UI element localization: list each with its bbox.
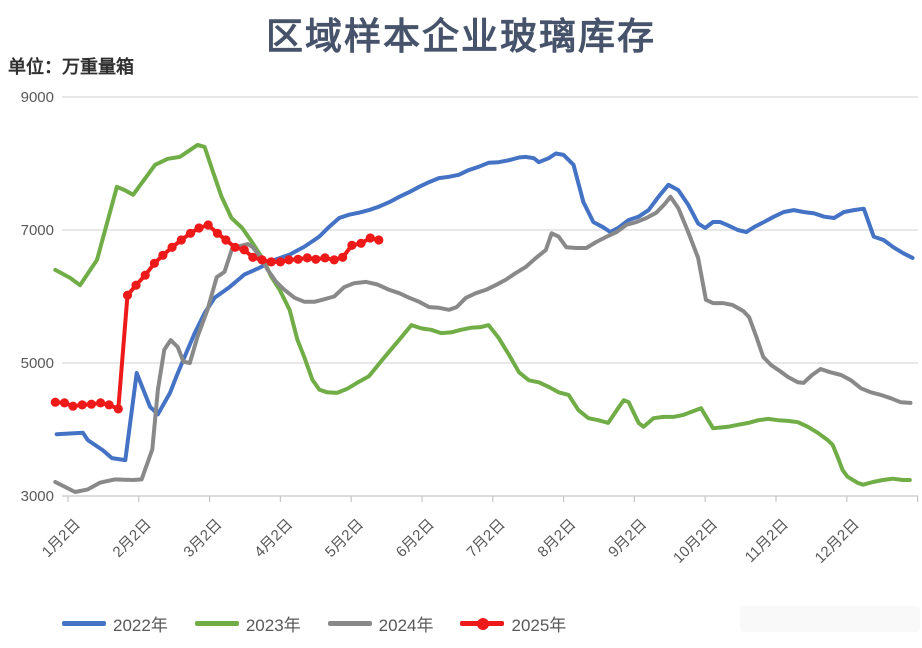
x-tick-label: 7月2日 bbox=[464, 516, 509, 561]
series-marker-2025年 bbox=[149, 258, 159, 268]
y-tick-label: 5000 bbox=[21, 355, 54, 372]
legend: 2022年 2023年 2024年 2025年 bbox=[62, 611, 566, 636]
series-marker-2025年 bbox=[248, 252, 258, 262]
x-tick-label: 2月2日 bbox=[110, 516, 155, 561]
series-marker-2025年 bbox=[230, 242, 240, 252]
series-marker-2025年 bbox=[365, 233, 375, 243]
x-tick-label: 12月2日 bbox=[812, 516, 863, 567]
series-marker-2025年 bbox=[167, 242, 177, 252]
series-marker-2025年 bbox=[113, 404, 123, 414]
legend-item-2022年: 2022年 bbox=[62, 611, 168, 636]
series-marker-2025年 bbox=[356, 238, 366, 248]
series-marker-2025年 bbox=[293, 254, 303, 264]
series-marker-2025年 bbox=[203, 220, 213, 230]
legend-item-2024年: 2024年 bbox=[327, 611, 434, 636]
axis-unit-label: 单位：万重量箱 bbox=[8, 57, 134, 77]
legend-item-2025年: 2025年 bbox=[460, 611, 566, 636]
x-tick-label: 9月2日 bbox=[605, 516, 650, 561]
series-marker-2025年 bbox=[338, 252, 348, 262]
series-marker-2025年 bbox=[302, 253, 312, 263]
series-marker-2025年 bbox=[176, 235, 186, 245]
x-tick-label: 5月2日 bbox=[322, 516, 367, 561]
series-marker-2025年 bbox=[212, 228, 222, 238]
series-line-2025年 bbox=[53, 223, 381, 411]
series-marker-2025年 bbox=[275, 257, 285, 267]
x-tick-label: 4月2日 bbox=[251, 516, 296, 561]
watermark bbox=[740, 606, 920, 632]
series-marker-2025年 bbox=[158, 250, 168, 260]
series-marker-2025年 bbox=[185, 228, 196, 238]
legend-swatch bbox=[327, 621, 372, 626]
x-tick-label: 8月2日 bbox=[534, 516, 579, 561]
series-marker-2025年 bbox=[266, 257, 276, 267]
series-marker-2025年 bbox=[221, 235, 231, 245]
legend-swatch bbox=[194, 621, 239, 626]
x-tick-label: 11月2日 bbox=[742, 516, 792, 566]
series-marker-2025年 bbox=[239, 245, 249, 255]
series-marker-2025年 bbox=[140, 270, 150, 280]
y-tick-label: 3000 bbox=[21, 488, 54, 505]
x-tick-label: 1月2日 bbox=[39, 516, 84, 561]
series-line-2023年 bbox=[53, 142, 912, 487]
series-marker-2025年 bbox=[50, 397, 60, 407]
series-marker-2025年 bbox=[104, 400, 114, 410]
legend-label: 2025年 bbox=[511, 616, 567, 635]
y-tick-label: 7000 bbox=[21, 222, 54, 239]
series-line-2022年 bbox=[54, 151, 915, 463]
series-marker-2025年 bbox=[131, 280, 141, 290]
series-marker-2025年 bbox=[68, 401, 78, 411]
legend-marker-dot bbox=[477, 617, 490, 630]
series-marker-2025年 bbox=[311, 254, 321, 264]
series-marker-2025年 bbox=[77, 400, 87, 410]
legend-item-2023年: 2023年 bbox=[194, 611, 301, 636]
chart-title: 区域样本企业玻璃库存 bbox=[266, 16, 656, 57]
series-marker-2025年 bbox=[257, 255, 267, 265]
legend-label: 2022年 bbox=[113, 616, 168, 635]
legend-swatch bbox=[62, 621, 106, 626]
series-marker-2025年 bbox=[194, 223, 204, 233]
x-tick-label: 10月2日 bbox=[670, 516, 721, 567]
series-marker-2025年 bbox=[347, 240, 357, 250]
series-line-2024年 bbox=[53, 194, 913, 494]
series-marker-2025年 bbox=[284, 255, 294, 265]
series-marker-2025年 bbox=[329, 255, 339, 265]
series-marker-2025年 bbox=[59, 398, 70, 408]
y-tick-label: 9000 bbox=[21, 89, 54, 106]
legend-label: 2024年 bbox=[378, 616, 434, 635]
legend-swatch bbox=[460, 617, 505, 630]
x-tick-label: 3月2日 bbox=[180, 516, 225, 561]
series-marker-2025年 bbox=[374, 235, 384, 245]
series-marker-2025年 bbox=[96, 398, 106, 408]
x-tick-label: 6月2日 bbox=[393, 516, 438, 561]
legend-label: 2023年 bbox=[245, 616, 301, 635]
series-marker-2025年 bbox=[320, 253, 330, 263]
series-marker-2025年 bbox=[86, 399, 96, 409]
series-marker-2025年 bbox=[122, 290, 133, 300]
